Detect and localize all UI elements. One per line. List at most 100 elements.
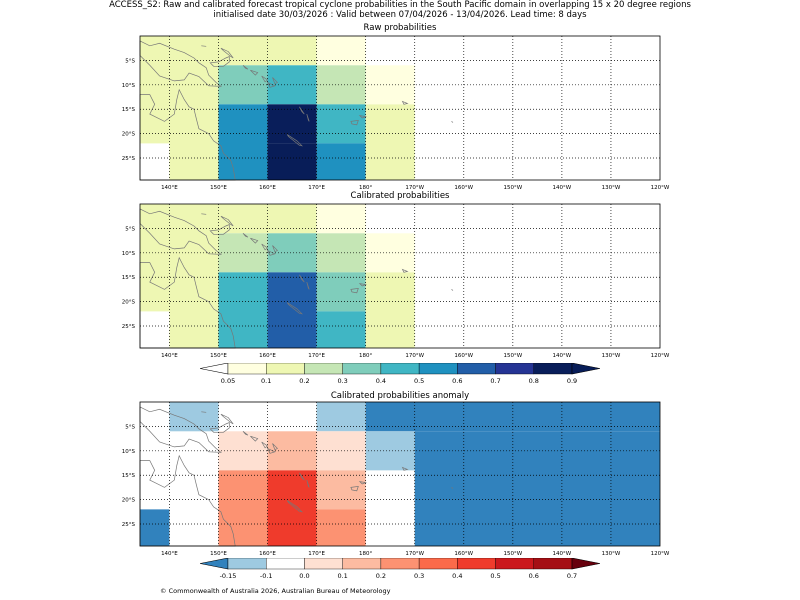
probability-cell (316, 143, 366, 180)
coastline (299, 274, 305, 283)
colorbar-tick-label: 0.2 (299, 377, 309, 385)
calibrated-panel-title: Calibrated probabilities (350, 191, 450, 201)
lat-tick-label: 10°S (122, 83, 136, 89)
coastline (139, 256, 236, 349)
coastline (451, 121, 454, 123)
probability-cell (414, 431, 660, 546)
probability-cell (365, 233, 415, 273)
lon-tick-label: 120°W (651, 353, 670, 359)
coastline (272, 443, 278, 451)
colorbar-over-arrow (571, 557, 601, 570)
lat-tick-label: 25°S (122, 156, 136, 162)
coastline (266, 447, 276, 454)
coastline (209, 223, 230, 235)
coastline (220, 47, 234, 59)
lon-tick-label: 140°W (553, 551, 572, 557)
lat-tick-label: 20°S (122, 498, 136, 504)
raw-probabilities-map-svg: 140°E 150°E 160°E 170°E 180° 170°W 160°W 150°W 1… (122, 35, 670, 191)
colorbar-tick-label: 0.3 (337, 377, 347, 385)
coastline (201, 411, 207, 413)
lon-tick-label: 170°E (308, 185, 325, 191)
coastline (220, 215, 234, 227)
coastline (451, 487, 454, 489)
coastline (201, 213, 207, 215)
calibrated-probabilities-map: 140°E 150°E 160°E 170°E 180° 170°W 160°W 150°W 1… (122, 203, 670, 359)
coastline (242, 233, 249, 238)
lon-tick-label: 120°W (651, 185, 670, 191)
colorbar-segment (457, 557, 496, 570)
probability-cell (365, 431, 415, 471)
lon-tick-label: 170°W (405, 353, 424, 359)
coastline (401, 100, 409, 105)
lat-tick-label: 15°S (122, 107, 136, 113)
probability-cell (267, 470, 317, 546)
colorbar-tick-label: 0.7 (490, 377, 500, 385)
lat-tick-label: 5°S (125, 58, 135, 64)
colorbar-tick-label: 0.0 (299, 572, 309, 580)
coastline (250, 237, 259, 244)
probability-cell (218, 431, 268, 471)
anomaly-panel-title: Calibrated probabilities anomaly (330, 391, 470, 401)
colorbar-tick-label: 0.4 (376, 377, 386, 385)
probability-cell (267, 104, 317, 144)
coastline (266, 81, 276, 88)
coastline (272, 245, 278, 253)
probability-cell (267, 431, 317, 471)
lat-tick-label: 10°S (122, 251, 136, 257)
lon-tick-label: 140°E (161, 353, 178, 359)
colorbar-tick-label: 0.8 (529, 377, 539, 385)
lon-tick-label: 150°W (503, 551, 522, 557)
figure-title-line-1: ACCESS_S2: Raw and calibrated forecast t… (109, 0, 691, 10)
lon-tick-label: 120°W (651, 551, 670, 557)
colorbar-tick-label: 0.6 (529, 572, 539, 580)
probability-cell (218, 233, 268, 273)
map-frame (139, 401, 661, 547)
colorbar-segment (380, 362, 420, 375)
lon-tick-label: 170°W (405, 551, 424, 557)
anomaly-colorbar-svg: -0.15 -0.1 0.0 0.1 0.2 0.3 0.4 0.5 0.6 0.7 (199, 557, 601, 580)
lon-tick-label: 150°E (210, 551, 227, 557)
colorbar-tick-label: 0.5 (490, 572, 500, 580)
lon-tick-label: 180° (359, 353, 372, 359)
coastline (250, 435, 259, 442)
probability-cell (316, 509, 366, 546)
probability-cell (140, 36, 170, 144)
coastline (286, 500, 303, 513)
colorbar-segment (266, 557, 305, 570)
lon-tick-label: 130°W (602, 551, 621, 557)
coastline (286, 302, 303, 315)
map-frame (139, 203, 661, 349)
lat-tick-label: 25°S (122, 324, 136, 330)
probability-cell (267, 143, 317, 180)
lon-tick-label: 180° (359, 551, 372, 557)
coastline (139, 454, 236, 547)
coastline (306, 479, 310, 488)
colorbar-under-arrow (199, 557, 229, 570)
coastline (242, 431, 249, 436)
lon-tick-label: 160°E (259, 353, 276, 359)
probability-cell (365, 272, 415, 348)
colorbar-under-arrow (199, 362, 229, 375)
colorbar-segment (457, 362, 496, 375)
lon-tick-label: 150°W (503, 185, 522, 191)
coastline (209, 421, 230, 433)
coastline (401, 466, 409, 471)
copyright-notice: © Commonwealth of Australia 2026, Austra… (160, 587, 391, 595)
probability-cell (169, 36, 219, 180)
lon-tick-label: 130°W (602, 185, 621, 191)
probability-cell (218, 104, 268, 180)
colorbar-tick-label: 0.2 (376, 572, 386, 580)
probability-cell (267, 233, 317, 273)
lat-tick-label: 5°S (125, 424, 135, 430)
lon-tick-label: 160°E (259, 185, 276, 191)
coastline (306, 281, 310, 290)
probability-cell (218, 470, 268, 546)
colorbar-segment (418, 362, 458, 375)
colorbar-tick-label: 0.4 (452, 572, 462, 580)
lon-tick-label: 160°W (454, 185, 473, 191)
map-frame (139, 35, 661, 181)
lon-tick-label: 150°E (210, 353, 227, 359)
coastline (286, 134, 303, 147)
probability-cell (316, 311, 366, 348)
probability-cell (316, 204, 366, 234)
